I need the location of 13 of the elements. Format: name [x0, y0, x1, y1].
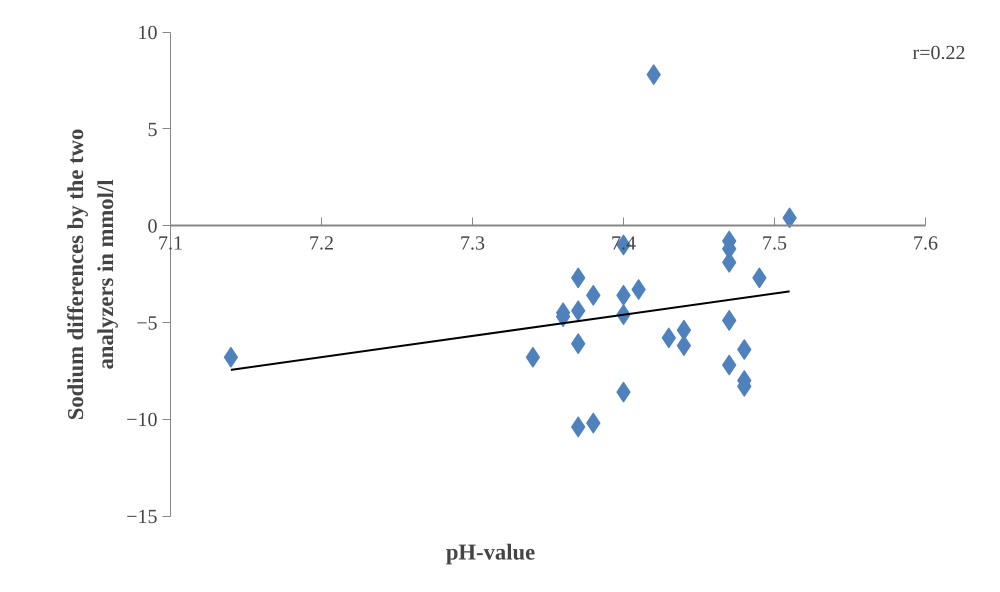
y-tick-label: 0	[148, 216, 158, 238]
x-tick-label: 7.2	[309, 232, 334, 255]
x-tick-label: 7.5	[762, 232, 787, 255]
y-tick-label: 5	[148, 118, 158, 141]
y-tick-label: 10	[138, 22, 158, 44]
annotation: r=0.22	[912, 42, 966, 64]
x-axis-title: pH-value	[446, 540, 536, 564]
y-axis-title: Sodium differences by the two analyzers in mmol/l	[63, 128, 118, 420]
y-tick-label: −5	[136, 312, 158, 334]
y-tick-label: −15	[126, 506, 158, 528]
x-tick-label: 7.6	[913, 232, 938, 255]
y-tick-label: −10	[126, 409, 158, 432]
x-tick-label: 7.3	[460, 232, 485, 255]
